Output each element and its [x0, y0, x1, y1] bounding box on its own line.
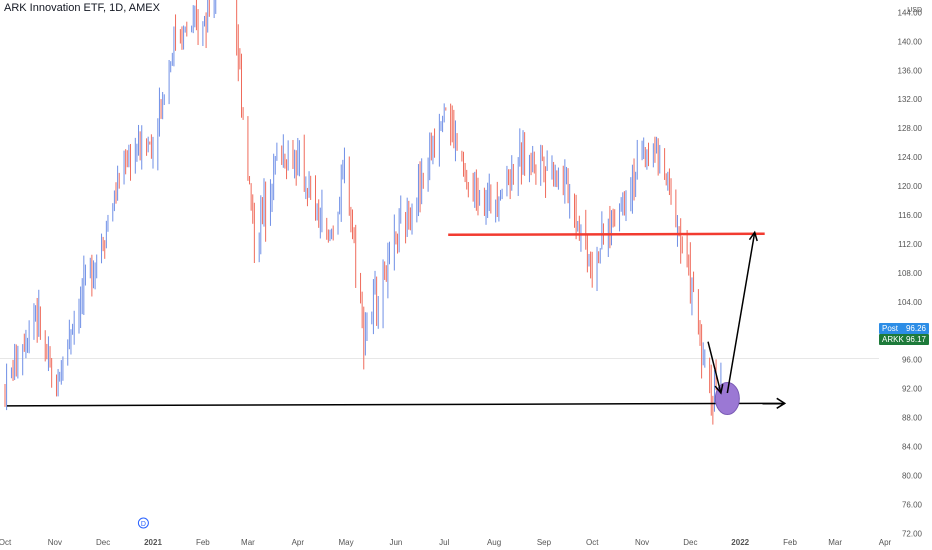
y-tick-label: 132.00 [898, 95, 923, 104]
y-tick-label: 144.00 [898, 8, 923, 17]
ticker-label: ARKK [882, 335, 904, 344]
x-tick-label: Sep [537, 538, 552, 547]
x-tick-label: Feb [783, 538, 797, 547]
down-arrow[interactable] [707, 341, 722, 394]
x-tick-label: Dec [96, 538, 110, 547]
x-tick-label: May [338, 538, 353, 547]
post-market-badge: Post 96.26 [879, 323, 929, 334]
x-tick-label: Mar [828, 538, 842, 547]
x-tick-label: Dec [683, 538, 697, 547]
y-tick-label: 80.00 [902, 472, 923, 481]
currency-label: USD [907, 7, 922, 14]
y-tick-label: 96.00 [902, 356, 923, 365]
x-tick-label: Nov [48, 538, 62, 547]
post-market-value: 96.26 [905, 324, 926, 333]
x-tick-label: 2021 [144, 538, 162, 547]
x-tick-label: Aug [487, 538, 501, 547]
y-tick-label: 120.00 [898, 182, 923, 191]
chart-title: ARK Innovation ETF, 1D, AMEX [4, 2, 160, 14]
y-tick-label: 92.00 [902, 385, 923, 394]
up-arrow[interactable] [726, 232, 756, 394]
support-arrowhead [776, 397, 787, 409]
y-tick-label: 124.00 [898, 153, 923, 162]
y-tick-label: 136.00 [898, 66, 923, 75]
support-line[interactable] [6, 402, 785, 407]
x-tick-label: Jun [389, 538, 402, 547]
y-tick-label: 76.00 [902, 500, 923, 509]
y-tick-label: 128.00 [898, 124, 923, 133]
y-tick-label: 88.00 [902, 414, 923, 423]
y-tick-label: 84.00 [902, 443, 923, 452]
x-tick-label: Apr [292, 538, 305, 547]
x-axis[interactable]: Oct Nov Dec 2021 Feb Mar Apr May Jun Jul Aug Sep Oct… [0, 517, 892, 547]
x-tick-label: Mar [241, 538, 255, 547]
price-bars [4, 0, 722, 425]
post-market-label: Post [882, 324, 899, 333]
dividend-marker-label: D [141, 521, 146, 528]
last-price-badge: ARKK 96.17 [879, 334, 929, 345]
y-tick-label: 104.00 [898, 298, 923, 307]
x-tick-label: Oct [0, 538, 12, 547]
y-tick-label: 108.00 [898, 269, 923, 278]
x-tick-label: Oct [586, 538, 599, 547]
y-tick-label: 140.00 [898, 37, 923, 46]
dividend-marker[interactable] [137, 517, 149, 529]
x-tick-label: Nov [635, 538, 649, 547]
y-axis[interactable]: 72.0076.0080.0084.0088.0092.0096.00100.0… [898, 7, 923, 538]
resistance-line[interactable] [448, 232, 765, 237]
drawings[interactable] [6, 230, 787, 416]
x-tick-label: Apr [879, 538, 892, 547]
last-price-value: 96.17 [905, 335, 926, 344]
y-tick-label: 116.00 [898, 211, 922, 220]
x-tick-label: Jul [439, 538, 449, 547]
up-arrowhead [748, 230, 758, 242]
down-arrowhead [714, 384, 724, 395]
x-tick-label: 2022 [731, 538, 749, 547]
y-tick-label: 72.00 [902, 529, 923, 538]
x-tick-label: Feb [196, 538, 210, 547]
y-tick-label: 112.00 [898, 240, 922, 249]
